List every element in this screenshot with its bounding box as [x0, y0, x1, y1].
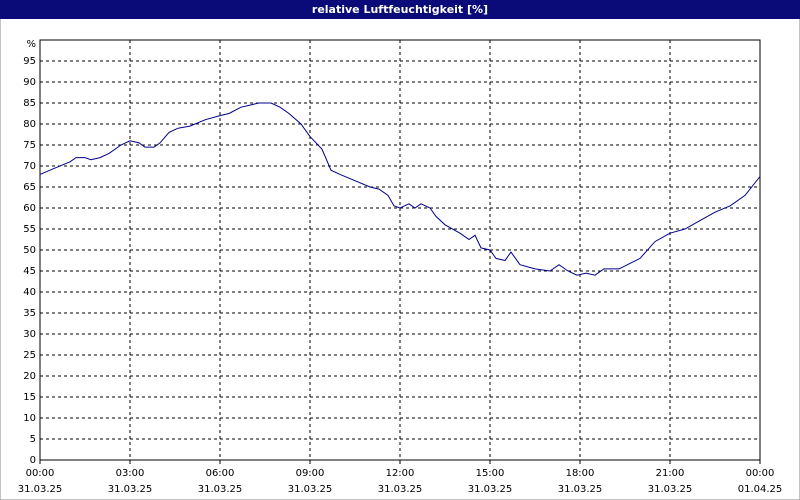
y-tick-label: 45 [23, 266, 36, 277]
x-tick-date: 31.03.25 [558, 484, 603, 495]
x-tick-label: 18:00 [566, 468, 595, 479]
x-tick-label: 15:00 [476, 468, 505, 479]
y-tick-label: 10 [23, 413, 36, 424]
y-tick-label: 30 [23, 329, 36, 340]
x-tick-label: 12:00 [386, 468, 415, 479]
x-tick-date: 31.03.25 [108, 484, 153, 495]
y-tick-label: 20 [23, 371, 36, 382]
y-tick-label: 15 [23, 392, 36, 403]
x-tick-date: 31.03.25 [288, 484, 333, 495]
x-tick-date: 31.03.25 [468, 484, 513, 495]
x-tick-date: 31.03.25 [378, 484, 423, 495]
y-tick-label: 90 [23, 77, 36, 88]
x-tick-label: 09:00 [296, 468, 325, 479]
x-tick-label: 00:00 [746, 468, 775, 479]
y-tick-label: 95 [23, 56, 36, 67]
y-tick-label: 25 [23, 350, 36, 361]
y-tick-label: 35 [23, 308, 36, 319]
y-tick-label: 65 [23, 182, 36, 193]
y-tick-label: 55 [23, 224, 36, 235]
x-tick-label: 00:00 [26, 468, 55, 479]
y-tick-label: 85 [23, 98, 36, 109]
y-tick-label: 80 [23, 119, 36, 130]
y-tick-label: 50 [23, 245, 36, 256]
chart-title: relative Luftfeuchtigkeit [%] [312, 3, 488, 16]
y-axis-label: % [26, 39, 36, 50]
y-tick-label: 5 [30, 434, 36, 445]
x-tick-date: 31.03.25 [198, 484, 243, 495]
title-bar [0, 0, 800, 19]
x-tick-date: 01.04.25 [738, 484, 783, 495]
x-tick-date: 31.03.25 [18, 484, 63, 495]
y-tick-label: 40 [23, 287, 36, 298]
x-tick-label: 06:00 [206, 468, 235, 479]
x-tick-label: 21:00 [656, 468, 685, 479]
y-tick-label: 70 [23, 161, 36, 172]
x-tick-date: 31.03.25 [648, 484, 693, 495]
x-tick-label: 03:00 [116, 468, 145, 479]
y-tick-label: 0 [30, 455, 36, 466]
plot-border [39, 39, 761, 461]
y-tick-label: 75 [23, 140, 36, 151]
y-tick-label: 60 [23, 203, 36, 214]
data-line [39, 102, 761, 276]
